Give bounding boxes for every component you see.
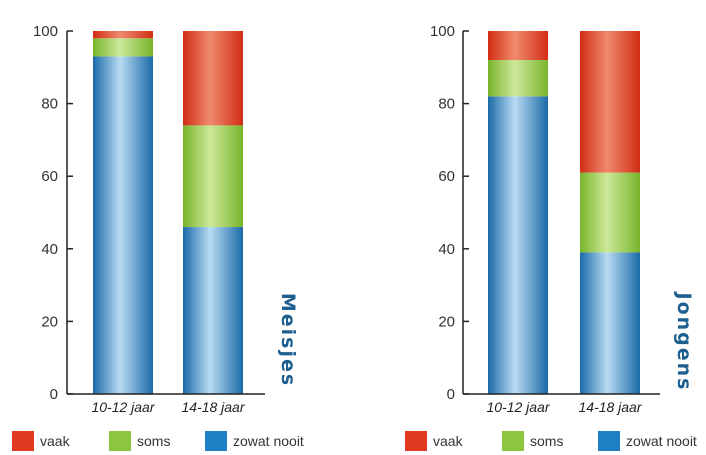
- bar-segment-vaak-2: [183, 31, 243, 126]
- bar-segment-vaak-1: [488, 31, 548, 61]
- chart-panel-1: 10-12 jaar 14-18 jaar 0 20 40 60 80 100 Meisjes: [33, 23, 299, 415]
- panel-label: Jongens: [673, 291, 695, 392]
- y-tick-label: 60: [41, 168, 58, 185]
- legend-swatch-zowat-nooit: [598, 431, 620, 451]
- legend-label: vaak: [433, 433, 464, 449]
- x-tick-label: 10-12 jaar: [486, 399, 550, 415]
- bar-segment-soms-1: [488, 60, 548, 97]
- legend-swatch-vaak: [12, 431, 34, 451]
- chart-panel-2: 10-12 jaar 14-18 jaar 0 20 40 60 80 100 Jongens: [430, 23, 695, 415]
- legend-label: zowat nooit: [233, 433, 304, 449]
- y-tick-label: 0: [50, 386, 58, 403]
- legend-label: vaak: [40, 433, 71, 449]
- bar-segment-zowat-nooit-2: [580, 252, 640, 394]
- x-tick-label: 14-18 jaar: [578, 399, 642, 415]
- y-tick-label: 40: [41, 241, 58, 258]
- legend-1: vaak soms zowat nooit: [12, 431, 304, 451]
- y-tick-label: 80: [41, 96, 58, 113]
- y-tick-label: 20: [438, 313, 455, 330]
- panel-label: Meisjes: [277, 293, 299, 387]
- y-tick-label: 40: [438, 241, 455, 258]
- y-tick-label: 100: [430, 23, 455, 40]
- legend-2: vaak soms zowat nooit: [405, 431, 697, 451]
- x-tick-label: 10-12 jaar: [91, 399, 155, 415]
- y-tick-label: 100: [33, 23, 58, 40]
- legend-label: zowat nooit: [626, 433, 697, 449]
- x-tick-label: 14-18 jaar: [181, 399, 245, 415]
- y-tick-label: 0: [447, 386, 455, 403]
- bar-segment-zowat-nooit-2: [183, 227, 243, 394]
- bar-segment-zowat-nooit-1: [93, 56, 153, 394]
- legend-swatch-soms: [502, 431, 524, 451]
- bar-segment-soms-2: [183, 125, 243, 228]
- legend-swatch-zowat-nooit: [205, 431, 227, 451]
- legend-label: soms: [137, 433, 170, 449]
- y-tick-label: 20: [41, 313, 58, 330]
- legend-swatch-vaak: [405, 431, 427, 451]
- bar-segment-zowat-nooit-1: [488, 96, 548, 394]
- bar-segment-vaak-1: [93, 31, 153, 39]
- bar-segment-vaak-2: [580, 31, 640, 173]
- legend-label: soms: [530, 433, 563, 449]
- bar-segment-soms-2: [580, 172, 640, 253]
- y-tick-label: 80: [438, 96, 455, 113]
- legend-swatch-soms: [109, 431, 131, 451]
- y-tick-label: 60: [438, 168, 455, 185]
- bar-segment-soms-1: [93, 38, 153, 57]
